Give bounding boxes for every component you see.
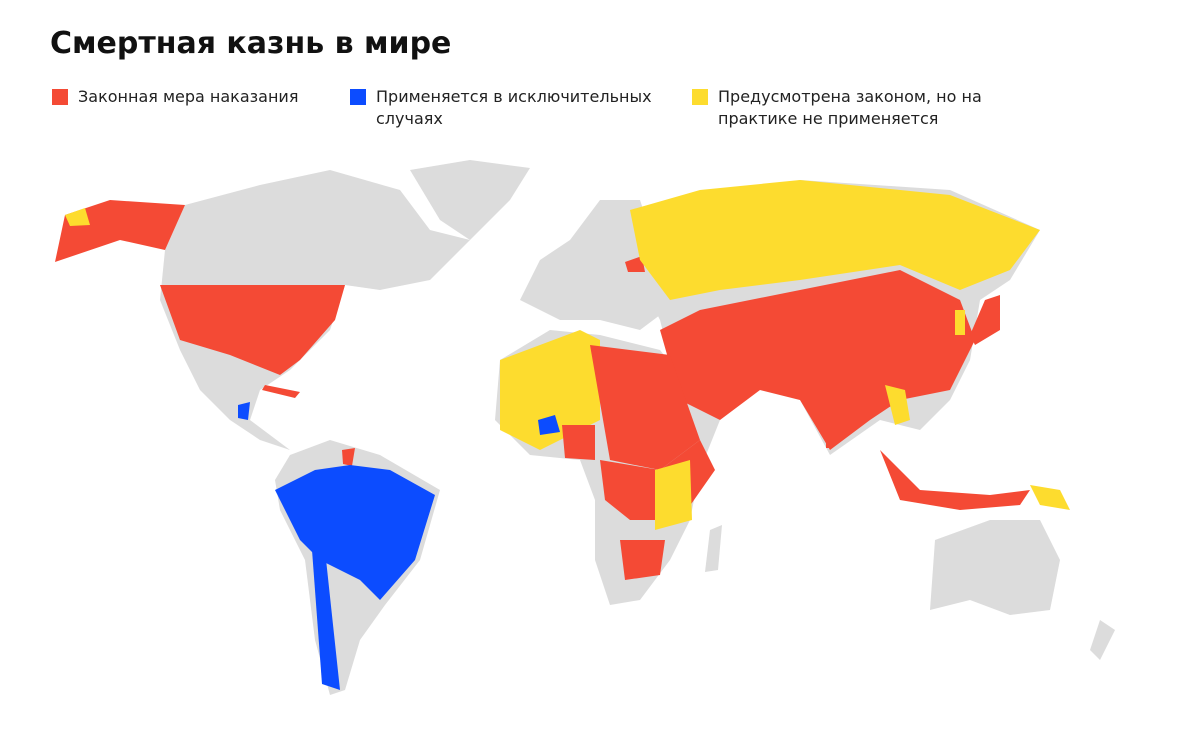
legend-item: Применяется в исключительных случаях [350, 86, 660, 130]
cuba [262, 385, 300, 398]
papua [1030, 485, 1070, 510]
aleutians [65, 208, 90, 226]
legend-swatch [692, 89, 708, 105]
burkina-faso [538, 415, 560, 435]
legend-swatch [350, 89, 366, 105]
russia [630, 180, 1040, 300]
indonesia [880, 450, 1030, 510]
sri-lanka-dot [826, 438, 832, 448]
legend-label: Законная мера наказания [78, 87, 299, 106]
guyana [342, 448, 355, 466]
indochina [885, 385, 910, 425]
title: Смертная казнь в мире [50, 26, 452, 61]
southern-africa [620, 540, 665, 580]
madagascar [705, 525, 722, 572]
brazil-peru [275, 465, 435, 600]
alaska [55, 200, 185, 262]
legend-label: Предусмотрена законом, но на практике не… [718, 87, 982, 128]
nigeria [562, 425, 595, 460]
japan [970, 295, 1000, 345]
guatemala [238, 402, 250, 420]
new-zealand [1090, 620, 1115, 660]
korea [955, 310, 965, 335]
status-regions [55, 180, 1070, 690]
usa [160, 285, 345, 375]
north-africa [500, 330, 600, 450]
sudan-egypt-libya [590, 345, 700, 470]
australia [930, 520, 1060, 615]
legend-item: Законная мера наказания [52, 86, 322, 108]
greenland [410, 160, 530, 240]
east-africa [655, 460, 692, 530]
legend-swatch [52, 89, 68, 105]
legend-item: Предусмотрена законом, но на практике не… [692, 86, 1012, 130]
middle-east-asia [660, 270, 975, 450]
chile [312, 550, 340, 690]
legend-label: Применяется в исключительных случаях [376, 87, 652, 128]
